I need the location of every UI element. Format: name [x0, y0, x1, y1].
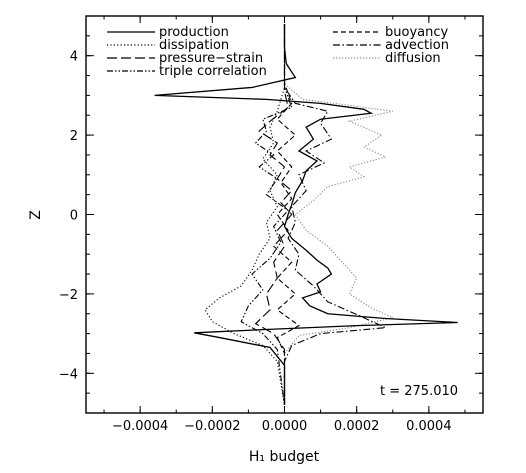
legend-label: diffusion [385, 51, 441, 66]
legend-label: triple correlation [159, 64, 267, 79]
y-axis-ticks: −4 −2 0 2 4 [59, 15, 483, 414]
x-tick-label: −0.0004 [112, 419, 168, 434]
legend-label: pressure−strain [159, 51, 263, 66]
y-tick-label: −4 [59, 367, 78, 382]
y-tick-label: 4 [70, 50, 78, 65]
series-line-dissipation [204, 23, 286, 406]
series-line-advection [283, 23, 388, 406]
series-line-pressure-strain [254, 23, 293, 406]
y-tick-label: 0 [70, 209, 78, 224]
series-group [154, 23, 458, 406]
y-tick-label: −2 [59, 288, 78, 303]
x-tick-label: 0.0002 [334, 419, 380, 434]
legend-label: advection [385, 38, 449, 53]
x-tick-label: 0.0004 [406, 419, 452, 434]
legend-label: production [159, 25, 229, 40]
time-annotation: t = 275.010 [380, 384, 458, 399]
series-line-triple-correlation [240, 23, 293, 406]
x-axis-ticks: −0.0004 −0.0002 0.0000 0.0002 0.0004 [103, 16, 466, 434]
y-tick-label: 2 [70, 129, 78, 144]
legend-label: buoyancy [385, 25, 448, 40]
x-axis-label: H₁ budget [249, 449, 320, 465]
legend-label: dissipation [159, 38, 229, 53]
y-axis-label: Z [28, 210, 44, 220]
x-tick-label: −0.0002 [184, 419, 240, 434]
series-line-production [154, 23, 458, 406]
legend: productiondissipationpressure−straintrip… [107, 25, 449, 79]
series-line-buoyancy [272, 23, 300, 406]
x-tick-label: 0.0000 [262, 419, 308, 434]
series-line-diffusion [283, 23, 395, 406]
